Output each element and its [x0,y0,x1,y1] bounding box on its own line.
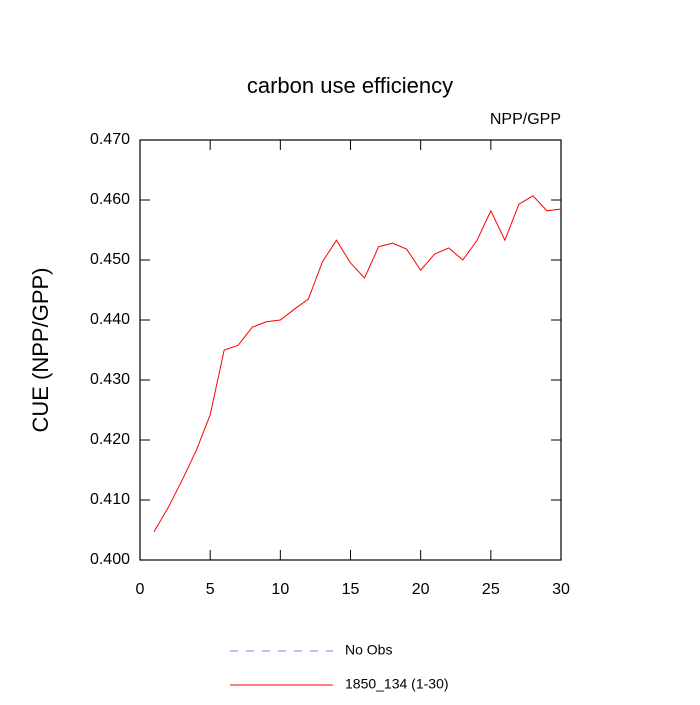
y-tick-label: 0.430 [90,371,130,388]
plot-frame [139,139,562,561]
x-tick-label: 30 [552,581,570,598]
y-tick-label: 0.400 [90,551,130,568]
x-tick-label: 25 [482,581,500,598]
chart-title: carbon use efficiency [247,73,453,98]
x-tick-label: 5 [206,581,215,598]
y-tick-label: 0.470 [90,131,130,148]
x-tick-label: 15 [342,581,360,598]
x-tick-label: 10 [271,581,289,598]
x-tick-label: 20 [412,581,430,598]
y-tick-label: 0.460 [90,191,130,208]
y-tick-label: 0.440 [90,311,130,328]
chart-subtitle: NPP/GPP [490,111,561,128]
legend-label: 1850_134 (1-30) [345,676,449,692]
series-line [153,195,562,533]
y-tick-label: 0.410 [90,491,130,508]
x-tick-label: 0 [136,581,145,598]
y-tick-label: 0.420 [90,431,130,448]
y-axis-label: CUE (NPP/GPP) [28,267,53,432]
y-tick-label: 0.450 [90,251,130,268]
legend-label: No Obs [345,642,392,658]
